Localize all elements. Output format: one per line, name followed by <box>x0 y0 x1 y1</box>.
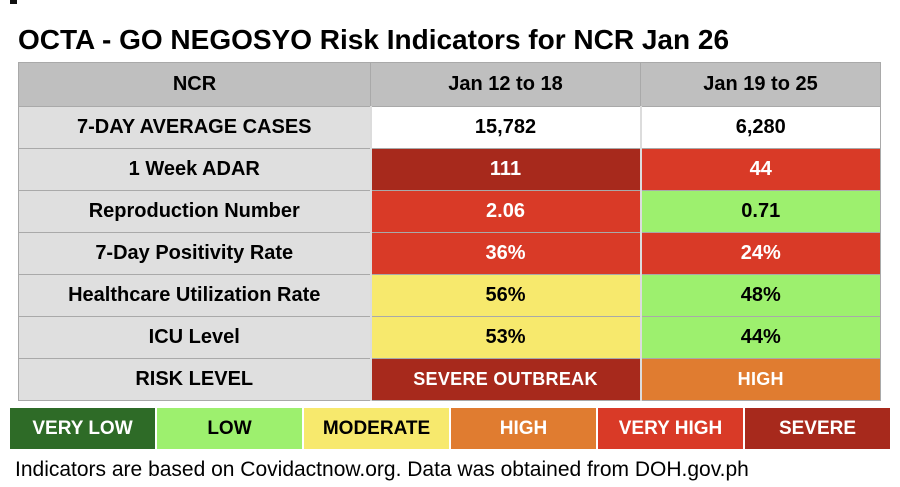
row-label: 1 Week ADAR <box>18 148 371 191</box>
value-cell-week2: 24% <box>639 232 881 275</box>
table-row-risk-level: RISK LEVEL SEVERE OUTBREAK HIGH <box>18 358 881 401</box>
footer-note: Indicators are based on Covidactnow.org.… <box>15 458 749 481</box>
table-row-7-day-positivity-rate: 7-Day Positivity Rate 36% 24% <box>18 232 881 275</box>
row-label: ICU Level <box>18 316 371 359</box>
row-label: 7-Day Positivity Rate <box>18 232 371 275</box>
value-cell-week2: 44% <box>639 316 881 359</box>
value-cell-week1: 56% <box>369 274 641 317</box>
corner-artifact-mark <box>10 0 17 4</box>
table-row-reproduction-number: Reproduction Number 2.06 0.71 <box>18 190 881 233</box>
value-cell-week1: 111 <box>369 148 641 191</box>
column-header-jan-19-to-25: Jan 19 to 25 <box>640 62 881 107</box>
value-cell-week2: 6,280 <box>639 106 881 149</box>
row-label: RISK LEVEL <box>18 358 371 401</box>
value-cell-week2: 48% <box>639 274 881 317</box>
risk-indicators-table: NCR Jan 12 to 18 Jan 19 to 25 7-DAY AVER… <box>18 62 881 401</box>
value-cell-week2: 0.71 <box>639 190 881 233</box>
table-row-7-day-average-cases: 7-DAY AVERAGE CASES 15,782 6,280 <box>18 106 881 149</box>
value-cell-week1: 53% <box>369 316 641 359</box>
value-cell-week1: 15,782 <box>369 106 641 149</box>
value-cell-week1: 2.06 <box>369 190 641 233</box>
table-row-healthcare-utilization-rate: Healthcare Utilization Rate 56% 48% <box>18 274 881 317</box>
row-label: 7-DAY AVERAGE CASES <box>18 106 371 149</box>
legend-item-severe: SEVERE <box>745 408 890 449</box>
table-row-icu-level: ICU Level 53% 44% <box>18 316 881 359</box>
legend-item-high: HIGH <box>451 408 596 449</box>
legend-item-very-low: VERY LOW <box>10 408 155 449</box>
table-header-row: NCR Jan 12 to 18 Jan 19 to 25 <box>18 62 881 107</box>
value-cell-week2: HIGH <box>639 358 881 401</box>
legend-item-moderate: MODERATE <box>304 408 449 449</box>
table-row-1-week-adar: 1 Week ADAR 111 44 <box>18 148 881 191</box>
value-cell-week1: SEVERE OUTBREAK <box>369 358 641 401</box>
column-header-ncr: NCR <box>18 62 371 107</box>
row-label: Reproduction Number <box>18 190 371 233</box>
risk-legend: VERY LOW LOW MODERATE HIGH VERY HIGH SEV… <box>10 408 890 449</box>
value-cell-week2: 44 <box>639 148 881 191</box>
legend-item-low: LOW <box>157 408 302 449</box>
column-header-jan-12-to-18: Jan 12 to 18 <box>370 62 641 107</box>
value-cell-week1: 36% <box>369 232 641 275</box>
row-label: Healthcare Utilization Rate <box>18 274 371 317</box>
page-title: OCTA - GO NEGOSYO Risk Indicators for NC… <box>18 24 730 55</box>
legend-item-very-high: VERY HIGH <box>598 408 743 449</box>
